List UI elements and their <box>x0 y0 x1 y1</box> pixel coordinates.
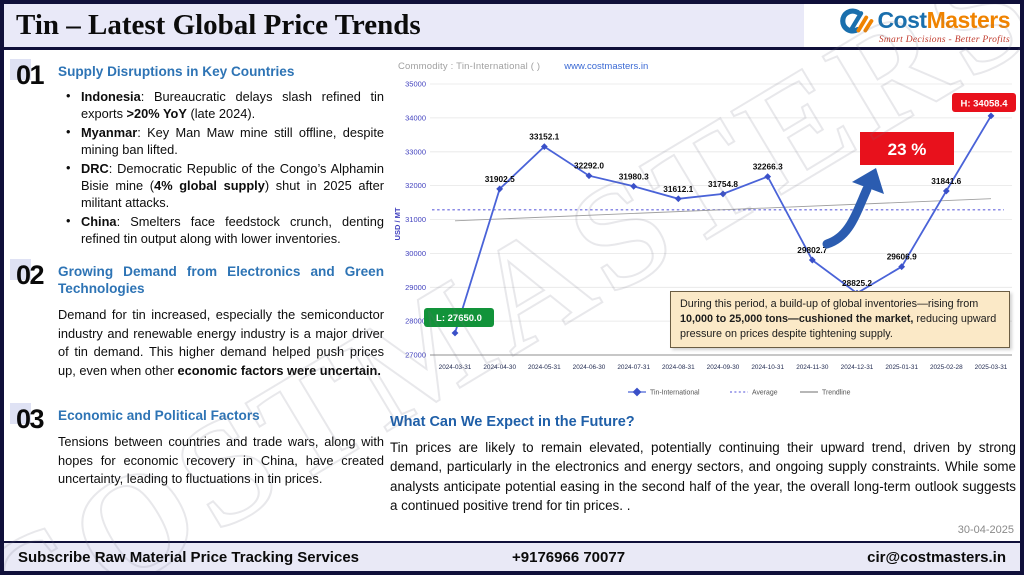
data-point[interactable] <box>898 263 906 271</box>
x-tick-label: 2024-05-31 <box>528 364 561 371</box>
bullet-item: Myanmar: Key Man Maw mine still offline,… <box>58 123 384 158</box>
price-trend-chart: 27000 28000 29000 30000 31000 32000 33000 34000… <box>393 80 1016 397</box>
data-label: 28825.2 <box>842 278 872 288</box>
chart-header: Commodity : Tin-International ( ) www.co… <box>390 58 1020 74</box>
data-point[interactable] <box>496 185 504 193</box>
report-date: 30-04-2025 <box>957 523 1014 536</box>
outlook-body: Tin prices are likely to remain elevated… <box>390 440 1016 514</box>
section-heading: Economic and Political Factors <box>58 408 260 424</box>
chart-panel: Commodity : Tin-International ( ) www.co… <box>390 58 1020 536</box>
data-point[interactable] <box>585 172 593 180</box>
bullet-item: Indonesia: Bureaucratic delays slash ref… <box>58 87 384 122</box>
x-tick-label: 2024-04-30 <box>483 364 516 371</box>
data-point[interactable] <box>674 195 682 203</box>
costmasters-logo-icon <box>840 7 874 34</box>
x-tick-label: 2024-06-30 <box>573 364 606 371</box>
data-label: 29606.9 <box>887 252 917 262</box>
y-tick-label: 27000 <box>405 351 426 360</box>
legend-trendline: Trendline <box>822 389 851 396</box>
section-number: 02 <box>9 258 45 290</box>
section-02: 02 Growing Demand from Electronics and Gr… <box>9 258 384 381</box>
section-heading: Growing Demand from Electronics and Gree… <box>58 263 384 297</box>
up-arrow-icon <box>822 168 884 249</box>
section-01: 01 Supply Disruptions in Key Countries Ind… <box>9 59 384 249</box>
data-point[interactable] <box>540 143 548 150</box>
page-title: Tin – Latest Global Price Trends <box>16 9 421 41</box>
data-point[interactable] <box>942 187 950 195</box>
x-tick-label: 2025-03-31 <box>975 364 1008 371</box>
data-label: 31980.3 <box>619 171 649 181</box>
chart-title: Commodity : Tin-International ( ) <box>398 60 541 72</box>
y-tick-label: 31000 <box>405 215 426 224</box>
section-body: Demand for tin increased, especially the… <box>58 307 384 378</box>
svg-text:H: 34058.4: H: 34058.4 <box>960 99 1008 110</box>
logo-tagline: Smart Decisions - Better Profits <box>878 34 1010 45</box>
section-heading: Supply Disruptions in Key Countries <box>58 64 295 79</box>
y-tick-label: 35000 <box>405 80 426 89</box>
legend-tin-international: Tin-International <box>650 389 700 396</box>
x-tick-label: 2024-07-31 <box>617 364 650 371</box>
bullet-item: China: Smelters face feedstock crunch, d… <box>58 212 384 247</box>
section-03: 03 Economic and Political Factors Tensions… <box>9 403 384 488</box>
section-number: 03 <box>9 403 45 435</box>
section-body: Tensions between countries and trade war… <box>58 434 384 487</box>
section-number: 01 <box>9 59 45 90</box>
x-tick-label: 2025-01-31 <box>885 364 918 371</box>
chart-legend: Tin-International Average Trendline <box>628 387 851 397</box>
data-label: 33152.1 <box>529 132 559 142</box>
y-tick-label: 33000 <box>405 147 426 156</box>
data-point[interactable] <box>987 112 995 120</box>
data-label: 32266.3 <box>753 162 783 172</box>
title-bar: Tin – Latest Global Price Trends CostMas… <box>4 4 1020 50</box>
x-tick-label: 2025-02-28 <box>930 364 963 371</box>
y-axis-label: USD / MT <box>393 207 402 240</box>
data-label: 31754.8 <box>708 179 738 189</box>
x-tick-label: 2024-03-31 <box>439 364 472 371</box>
y-tick-label: 32000 <box>405 181 426 190</box>
key-factors-list: 01 Supply Disruptions in Key Countries Ind… <box>9 59 384 502</box>
data-label: 29802.7 <box>797 245 827 255</box>
data-point[interactable] <box>719 190 727 198</box>
x-tick-label: 2024-10-31 <box>751 364 784 371</box>
data-label: 31902.5 <box>485 174 515 184</box>
inventory-annotation: During this period, a build-up of global… <box>670 291 1010 349</box>
email-address[interactable]: cir@costmasters.in <box>867 548 1006 566</box>
data-point[interactable] <box>808 256 816 264</box>
data-label: 32292.0 <box>574 161 604 171</box>
bullet-list: Indonesia: Bureaucratic delays slash ref… <box>58 87 384 247</box>
x-tick-label: 2024-11-30 <box>796 364 829 371</box>
trendline <box>454 198 992 222</box>
data-point[interactable] <box>630 182 638 190</box>
outlook-section: What Can We Expect in the Future? Tin pr… <box>390 414 1020 536</box>
y-tick-label: 29000 <box>405 283 426 292</box>
costmasters-logo: CostMasters Smart Decisions - Better Pro… <box>804 4 1020 47</box>
low-badge: L: 27650.0 <box>424 308 494 327</box>
data-point[interactable] <box>451 329 459 337</box>
y-tick-label: 28000 <box>405 317 426 326</box>
data-label: 31841.6 <box>931 176 961 186</box>
subscribe-text: Subscribe Raw Material Price Tracking Se… <box>18 548 360 566</box>
y-tick-label: 34000 <box>405 114 426 123</box>
data-label: 31612.1 <box>663 184 693 194</box>
website-link[interactable]: www.costmasters.in <box>564 60 649 72</box>
x-tick-label: 2024-09-30 <box>707 364 740 371</box>
footer-bar: Subscribe Raw Material Price Tracking Se… <box>4 541 1020 571</box>
change-badge: 23 % <box>860 132 954 165</box>
svg-text:23 %: 23 % <box>888 140 927 159</box>
y-tick-label: 30000 <box>405 249 426 258</box>
legend-average: Average <box>752 389 778 396</box>
phone-number[interactable]: +9176966 70077 <box>512 548 626 566</box>
data-point[interactable] <box>764 173 772 181</box>
high-badge: H: 34058.4 <box>952 93 1016 112</box>
x-tick-label: 2024-08-31 <box>662 364 695 371</box>
x-tick-label: 2024-12-31 <box>841 364 874 371</box>
bullet-item: DRC: Democratic Republic of the Congo’s … <box>58 159 384 211</box>
outlook-heading: What Can We Expect in the Future? <box>390 414 635 430</box>
svg-text:L: 27650.0: L: 27650.0 <box>436 313 482 324</box>
logo-wordmark: CostMasters <box>877 7 1010 33</box>
